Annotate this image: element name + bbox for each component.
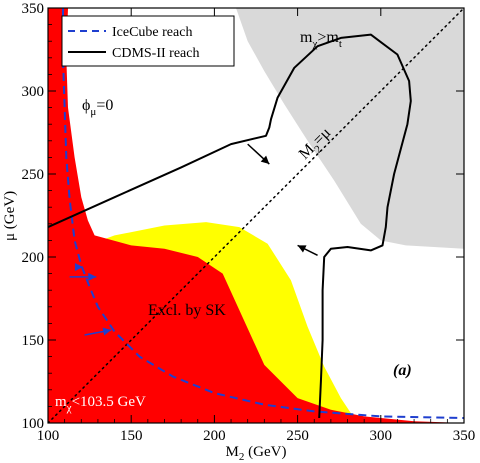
annotation-excl-sk: Excl. by SK [148,302,226,319]
x-tick-label-4: 300 [370,428,393,444]
x-tick-label-5: 350 [453,428,476,444]
x-axis-title-sub: 2 [239,451,245,463]
series-cdms-line [48,33,412,419]
y-tick-label-4: 300 [22,84,45,100]
series-icecube-line [62,8,464,419]
annotation-panel-a: (a) [393,362,412,379]
icecube-arrow-2-head [102,327,112,336]
icecube-arrow-1-head [88,272,97,281]
y-axis-title: μ (GeV) [2,191,18,241]
legend-cdms-label: CDMS-II reach [112,46,199,61]
x-tick-label-1: 150 [120,428,143,444]
annotation-mchi-gt-mt: mχ>mt [300,29,342,50]
y-tick-label-1: 150 [22,333,45,349]
legend-icecube-label: IceCube reach [112,25,192,40]
region-2 [48,8,464,423]
icecube-arrow-0-head [74,262,83,271]
annotation-phi-mu: ϕμ=0 [82,97,113,118]
y-tick-label-5: 350 [22,1,45,17]
cdms-arrow-1-head [297,245,307,253]
x-tick-label-3: 250 [286,428,309,444]
x-tick-label-0: 100 [37,428,60,444]
y-tick-label-0: 100 [22,416,45,432]
y-tick-label-2: 200 [22,250,45,266]
cdms-arrow-0-head [260,155,270,165]
y-tick-label-3: 250 [22,167,45,183]
legend-box [61,15,235,67]
x-axis-title: M2 (GeV) [226,444,287,463]
annotation-mchi-lt: mχ<103.5 GeV [55,394,146,414]
x-tick-label-2: 200 [203,428,226,444]
diagonal-line [48,8,464,423]
plot-frame [47,7,465,424]
legend: IceCube reach CDMS-II reach [61,15,235,67]
